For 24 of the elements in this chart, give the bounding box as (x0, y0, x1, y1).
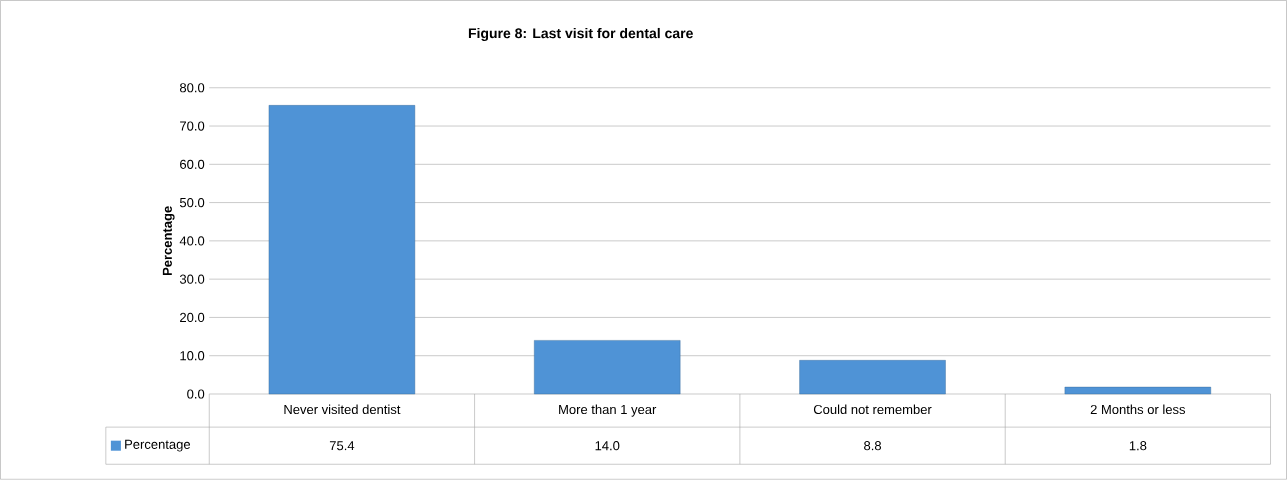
y-tick-label: 10.0 (180, 351, 205, 361)
bar (268, 105, 416, 395)
data-label: 75.4 (329, 441, 355, 451)
y-tick-label: 60.0 (180, 159, 205, 170)
x-tick-label: Never visited dentist (284, 404, 401, 415)
data-label: 14.0 (595, 441, 620, 451)
y-tick-label: 80.0 (179, 83, 205, 93)
y-axis-title: Percentage (162, 206, 175, 276)
legend-label: Percentage (125, 440, 191, 452)
y-tick-label: 40.0 (179, 236, 205, 246)
bar (799, 360, 946, 395)
data-label: 1.8 (1129, 441, 1147, 451)
data-label: 8.8 (864, 441, 882, 451)
bar (1064, 387, 1211, 395)
y-tick-label: 70.0 (180, 121, 205, 131)
bar (534, 340, 681, 395)
y-tick-label: 30.0 (179, 274, 205, 284)
y-tick-label: 20.0 (180, 312, 205, 323)
x-tick-label: Could not remember (813, 404, 932, 415)
x-tick-label: More than 1 year (559, 404, 657, 417)
y-tick-label: 50.0 (179, 198, 205, 208)
y-tick-label: 0.0 (187, 389, 205, 399)
x-tick-label: 2 Months or less (1090, 404, 1186, 415)
chart-title: Figure 8: Last visit for dental care (468, 28, 693, 42)
